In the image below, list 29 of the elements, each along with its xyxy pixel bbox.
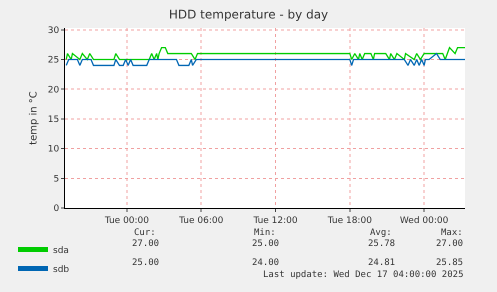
text: 25.00	[132, 258, 160, 268]
text: Avg:	[370, 228, 392, 238]
text: 25.78	[368, 239, 396, 249]
y-tick-label: 5	[53, 174, 60, 184]
text: 27.00	[132, 239, 160, 249]
y-tick-label: 25	[48, 56, 60, 66]
legend-label: sda	[53, 246, 69, 256]
text: 25.00	[252, 239, 280, 249]
text: Max:	[441, 228, 463, 238]
y-axis-title: temp in °C	[28, 91, 40, 145]
y-tick-label: 0	[53, 204, 60, 214]
y-tick-label: 10	[48, 144, 60, 155]
text: Last update: Wed Dec 17 04:00:00 2025	[263, 270, 464, 280]
y-tick-label: 20	[48, 85, 60, 96]
text: 24.81	[368, 258, 396, 268]
text: Cur:	[134, 228, 156, 238]
text: 25.85	[436, 258, 464, 268]
legend-label: sdb	[53, 265, 70, 276]
y-tick-label: 15	[48, 115, 60, 126]
x-tick-label: Tue 18:00	[326, 216, 372, 226]
text: Min:	[254, 228, 276, 238]
text: 27.00	[436, 239, 464, 249]
x-tick-label: Tue 00:00	[104, 216, 150, 226]
text: 24.00	[252, 258, 280, 268]
x-tick-label: Wed 00:00	[400, 216, 449, 226]
chart-title: HDD temperature - by day	[168, 8, 328, 22]
x-tick-label: Tue 06:00	[178, 216, 224, 226]
x-tick-label: Tue 12:00	[252, 216, 298, 226]
y-tick-label: 30	[48, 26, 60, 36]
